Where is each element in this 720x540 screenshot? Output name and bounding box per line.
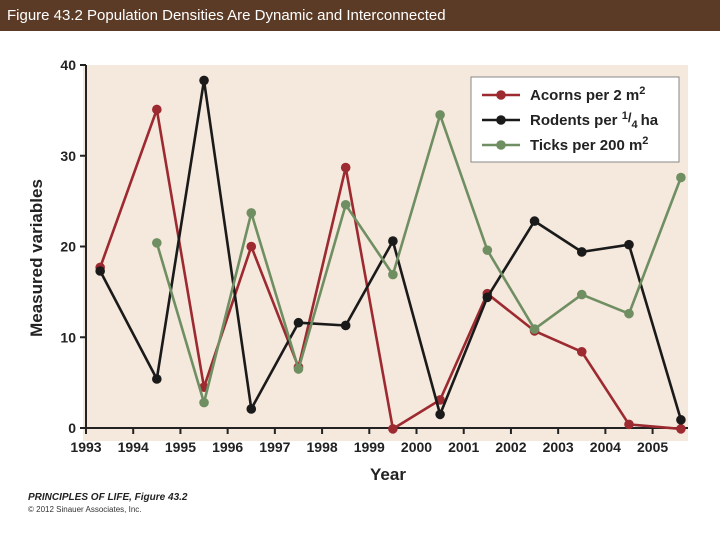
x-tick-label: 1994 <box>118 439 149 455</box>
data-point-rodents <box>435 409 445 420</box>
data-point-ticks <box>293 364 304 374</box>
x-axis-title: Year <box>370 465 406 484</box>
x-tick-label: 1996 <box>212 439 243 455</box>
data-point-rodents <box>388 236 398 246</box>
x-tick-label: 1999 <box>354 439 385 455</box>
data-point-acorns <box>576 346 587 357</box>
data-point-rodents <box>676 415 686 425</box>
data-point-rodents <box>576 247 587 257</box>
copyright-notice: © 2012 Sinauer Associates, Inc. <box>28 505 142 514</box>
data-point-rodents <box>95 266 105 276</box>
data-point-rodents <box>529 216 540 226</box>
x-tick-label: 1998 <box>307 439 338 455</box>
data-point-acorns <box>246 241 257 252</box>
data-point-rodents <box>482 292 493 303</box>
x-tick-label: 2000 <box>401 439 432 455</box>
data-series <box>95 75 686 434</box>
series-ticks <box>152 110 686 408</box>
data-point-acorns <box>676 424 686 434</box>
series-line-ticks <box>155 113 683 404</box>
legend-item-acorns: Acorns per 2 m2 <box>482 85 645 104</box>
x-tick-label: 2001 <box>448 439 479 455</box>
legend-swatch-marker <box>496 115 506 125</box>
data-point-rodents <box>624 239 634 250</box>
data-point-acorns <box>340 162 351 173</box>
data-point-ticks <box>676 172 686 183</box>
legend: Acorns per 2 m2 Rodents per 1/4 ha Ticks pe… <box>470 76 680 163</box>
legend-item-ticks: Ticks per 200 m2 <box>482 135 648 154</box>
legend-swatch-marker <box>496 140 506 150</box>
data-point-ticks <box>482 245 493 255</box>
data-point-ticks <box>529 324 540 334</box>
x-tick-label: 1995 <box>165 439 196 455</box>
legend-label: Ticks per 200 m2 <box>530 135 648 154</box>
x-axis-ticks: 1993 1994 1995 1996 1997 1998 1999 2000 2001 2002… <box>70 428 668 455</box>
y-tick-label: 0 <box>68 420 76 436</box>
data-point-ticks <box>340 199 351 210</box>
x-tick-label: 2005 <box>637 439 668 455</box>
data-point-ticks <box>576 289 587 300</box>
data-point-acorns <box>152 104 162 115</box>
data-point-rodents <box>340 320 351 331</box>
data-point-ticks <box>152 238 162 248</box>
x-tick-label: 1997 <box>259 439 290 455</box>
data-point-ticks <box>199 397 209 408</box>
legend-item-rodents: Rodents per 1/4 ha <box>482 110 659 131</box>
legend-swatch-marker <box>496 90 506 100</box>
x-tick-label: 1993 <box>70 439 101 455</box>
data-point-rodents <box>152 374 162 384</box>
y-tick-label: 20 <box>60 239 76 255</box>
y-axis-ticks: 0 10 20 30 40 <box>60 57 86 436</box>
line-chart: 0 10 20 30 40 1993 1994 1995 1996 1997 1998 1999 20… <box>27 57 688 484</box>
legend-label: Acorns per 2 m2 <box>530 85 645 104</box>
data-point-acorns <box>624 419 634 430</box>
series-rodents <box>95 75 686 425</box>
data-point-rodents <box>199 75 209 86</box>
data-point-ticks <box>246 208 257 218</box>
y-tick-label: 10 <box>60 329 76 345</box>
data-point-ticks <box>435 110 445 120</box>
y-axis-title: Measured variables <box>27 179 46 337</box>
x-tick-label: 2004 <box>590 439 621 455</box>
y-tick-label: 30 <box>60 148 76 164</box>
figure-title: Figure 43.2 Population Densities Are Dyn… <box>7 7 446 24</box>
y-tick-label: 40 <box>60 57 76 73</box>
credit-title: PRINCIPLES OF LIFE, Figure 43.2 <box>28 492 188 503</box>
data-point-rodents <box>246 404 257 414</box>
data-point-acorns <box>388 424 398 434</box>
x-tick-label: 2003 <box>543 439 574 455</box>
legend-label: Rodents per 1/4 ha <box>530 110 659 131</box>
data-point-ticks <box>624 308 634 319</box>
data-point-rodents <box>293 317 304 328</box>
x-tick-label: 2002 <box>495 439 526 455</box>
figure-header: Figure 43.2 Population Densities Are Dyn… <box>0 0 720 31</box>
data-point-ticks <box>388 269 398 280</box>
